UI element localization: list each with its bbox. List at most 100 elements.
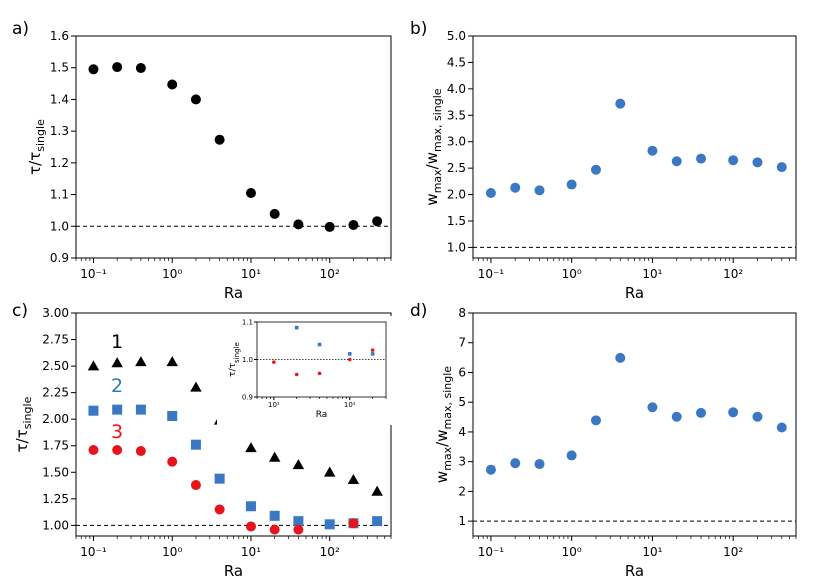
y-tick-label: 1.6 [50, 29, 69, 43]
y-tick-label: 3.00 [42, 306, 69, 320]
data-point [647, 402, 658, 413]
plot-frame [75, 35, 392, 259]
data-point [615, 352, 626, 363]
data-point [566, 450, 577, 461]
ylabel-main: τ/τ [26, 152, 44, 175]
x-axis-label: Ra [625, 562, 644, 580]
data-point [696, 407, 707, 418]
x-tick-label: 10⁻¹ [478, 545, 505, 559]
data-point [88, 444, 99, 455]
y-tick-label: 0.9 [242, 394, 253, 402]
y-tick-label: 2 [458, 484, 466, 498]
data-point [323, 466, 336, 477]
x-tick-label: 10² [723, 545, 743, 559]
inset-data-point [347, 357, 352, 362]
data-point [696, 153, 707, 164]
y-tick-label: 1.00 [42, 518, 69, 532]
data-point [292, 459, 305, 470]
y-axis-label: wmax/wmax, single [423, 88, 444, 205]
panel-b: 10⁻¹ 10⁰ 10¹ 10² 1.0 1.5 2.0 2.5 3.0 3.5 4.0 4.5 5.0… [410, 19, 797, 302]
ylabel-part-1: max [431, 169, 444, 193]
data-point [347, 473, 360, 485]
ylabel-part-0: w [423, 193, 441, 205]
y-tick-label: 1.50 [42, 465, 69, 479]
data-point [167, 456, 178, 467]
data-point [510, 458, 521, 469]
plot-frame [472, 35, 797, 259]
data-point [88, 64, 99, 75]
data-point [510, 182, 521, 193]
ylabel-subscript: single [34, 119, 47, 152]
data-point [671, 411, 682, 422]
y-tick-label: 1.3 [50, 124, 69, 138]
data-point [190, 381, 202, 392]
y-axis-label: τ/τsingle [26, 119, 47, 175]
data-point [245, 187, 256, 198]
inset-data-point [347, 352, 352, 356]
ylabel-part-3: max, single [441, 366, 454, 430]
ylabel-part-2: /w [423, 152, 441, 169]
y-tick-label: 2.25 [42, 386, 69, 400]
data-point [190, 94, 201, 105]
y-tick-label: 1.1 [50, 188, 69, 202]
x-axis-label: Ra [625, 284, 644, 302]
y-tick-label: 1.5 [447, 214, 466, 228]
x-axis-label: Ra [224, 562, 243, 580]
x-tick-label: 10⁰ [162, 267, 182, 281]
series-annotation-1: 1 [111, 331, 123, 353]
panel-label: c) [12, 301, 28, 321]
x-tick-label: 10² [320, 267, 340, 281]
inset-series-1 [272, 348, 375, 377]
data-point [566, 179, 577, 190]
y-tick-label: 4 [458, 425, 466, 439]
data-point [647, 145, 658, 156]
data-point [752, 157, 763, 168]
inset-data-point [294, 325, 299, 330]
data-point [112, 62, 123, 73]
data-point [776, 162, 787, 173]
ylabel-part-2: /w [433, 429, 451, 446]
data-point [135, 404, 146, 415]
inset-data-point [317, 371, 322, 376]
data-point [87, 360, 100, 371]
x-tick-label: 10¹ [642, 267, 662, 281]
inset-y-axis-label: τ/τsingle [228, 342, 241, 377]
x-tick-label: 10¹ [241, 545, 261, 559]
data-point [269, 208, 280, 219]
ylabel-part-1: max [441, 446, 454, 470]
data-point [269, 524, 280, 535]
panel-a: 10⁻¹ 10⁰ 10¹ 10² 0.9 1.0 1.1 1.2 1.3 1.4 1.5 1.6 Ra τ… [12, 19, 392, 302]
y-tick-label: 1.5 [50, 61, 69, 75]
inset-plot: 10¹ 10² 0.9 1.0 1.1 Ra τ/τsingle [217, 316, 392, 425]
data-point [485, 187, 496, 198]
data-point [245, 442, 257, 453]
series-annotation-3: 3 [111, 421, 123, 443]
x-tick-label: 10¹ [642, 545, 662, 559]
series-0 [87, 356, 383, 496]
y-axis-label: wmax/wmax, single [433, 366, 454, 483]
y-tick-label: 2.5 [447, 161, 466, 175]
data-point [615, 98, 626, 109]
y-tick-label: 7 [458, 336, 466, 350]
y-tick-label: 1.4 [50, 92, 69, 106]
y-tick-label: 1.0 [242, 356, 253, 364]
y-tick-label: 8 [458, 306, 466, 320]
inset-series-0 [294, 325, 375, 356]
data-point [214, 473, 225, 484]
inset-background [217, 316, 392, 425]
data-point [752, 411, 763, 422]
panel-label: d) [410, 301, 427, 321]
y-tick-label: 2.75 [42, 333, 69, 347]
data-point [214, 504, 225, 515]
x-tick-label: 10⁻¹ [80, 545, 107, 559]
data-point [166, 356, 178, 367]
inset-data-point [317, 342, 322, 347]
data-point [776, 422, 787, 433]
data-point [112, 444, 123, 455]
y-tick-label: 3 [458, 455, 466, 469]
x-axis-label: Ra [224, 284, 243, 302]
data-point [590, 415, 601, 426]
data-point [534, 459, 545, 470]
y-tick-label: 1.25 [42, 492, 69, 506]
